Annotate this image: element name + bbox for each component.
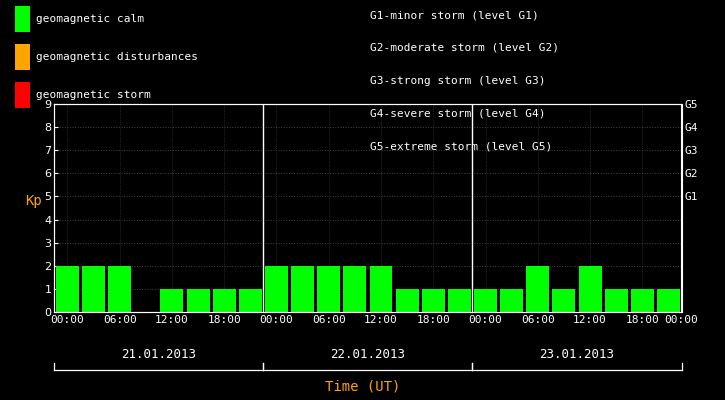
Bar <box>344 266 366 312</box>
Text: geomagnetic disturbances: geomagnetic disturbances <box>36 52 198 62</box>
Text: G5-extreme storm (level G5): G5-extreme storm (level G5) <box>370 141 552 151</box>
Bar <box>552 289 576 312</box>
Text: 22.01.2013: 22.01.2013 <box>331 348 405 360</box>
Bar <box>291 266 314 312</box>
Text: G3-strong storm (level G3): G3-strong storm (level G3) <box>370 76 545 86</box>
Bar <box>265 266 288 312</box>
Bar <box>82 266 105 312</box>
Text: geomagnetic storm: geomagnetic storm <box>36 90 151 100</box>
Bar <box>396 289 418 312</box>
Text: 21.01.2013: 21.01.2013 <box>121 348 196 360</box>
Bar <box>657 289 680 312</box>
Bar <box>579 266 602 312</box>
Bar <box>526 266 550 312</box>
Bar <box>370 266 392 312</box>
Bar <box>160 289 183 312</box>
Text: G4-severe storm (level G4): G4-severe storm (level G4) <box>370 108 545 118</box>
Bar <box>186 289 210 312</box>
Text: G2-moderate storm (level G2): G2-moderate storm (level G2) <box>370 43 559 53</box>
Bar <box>212 289 236 312</box>
Text: Time (UT): Time (UT) <box>325 380 400 394</box>
Bar <box>422 289 444 312</box>
Text: geomagnetic calm: geomagnetic calm <box>36 14 144 24</box>
Bar <box>631 289 654 312</box>
Bar <box>448 289 471 312</box>
Y-axis label: Kp: Kp <box>25 194 42 208</box>
Bar <box>239 289 262 312</box>
Text: G1-minor storm (level G1): G1-minor storm (level G1) <box>370 10 539 20</box>
Bar <box>108 266 131 312</box>
Bar <box>474 289 497 312</box>
Bar <box>605 289 628 312</box>
Bar <box>56 266 79 312</box>
Text: 23.01.2013: 23.01.2013 <box>539 348 615 360</box>
Bar <box>500 289 523 312</box>
Bar <box>318 266 340 312</box>
